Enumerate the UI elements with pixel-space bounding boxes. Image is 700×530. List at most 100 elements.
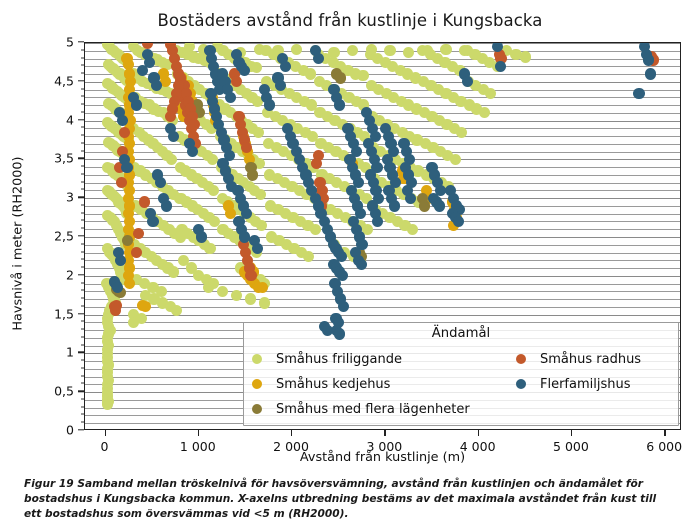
legend-title: Ändamål	[431, 326, 491, 341]
scatter-point	[189, 138, 201, 150]
scatter-point	[339, 212, 351, 224]
y-tick-label: 4,5	[54, 73, 74, 89]
legend-item-3[interactable]: Småhus med flera lägenheter	[252, 398, 470, 420]
gridline-y	[85, 190, 680, 192]
scatter-point	[168, 188, 180, 200]
scatter-point	[179, 80, 191, 92]
scatter-point	[123, 277, 135, 290]
scatter-point	[148, 293, 160, 305]
scatter-point	[147, 281, 159, 294]
scatter-point	[367, 177, 379, 189]
scatter-point	[141, 43, 154, 49]
scatter-point	[287, 212, 299, 224]
y-tick-label: 3,5	[54, 150, 74, 166]
scatter-point	[206, 52, 218, 65]
figure-caption: Figur 19 Samband mellan tröskelnivå för …	[24, 478, 657, 520]
y-tick-minor	[80, 227, 84, 229]
gridline-y	[85, 43, 680, 44]
y-tick-minor	[80, 72, 84, 74]
scatter-point	[321, 324, 334, 336]
scatter-point	[260, 45, 272, 57]
scatter-point	[253, 43, 266, 55]
scatter-point	[127, 316, 140, 328]
x-tick	[197, 430, 200, 436]
scatter-point	[361, 192, 373, 204]
scatter-point	[168, 227, 181, 239]
scatter-point	[369, 208, 381, 220]
scatter-point	[314, 107, 326, 119]
legend-item-2[interactable]: Småhus kedjehus	[252, 373, 390, 395]
scatter-point	[223, 49, 235, 61]
x-tick-label: 6 000	[646, 439, 683, 454]
scatter-point	[471, 103, 483, 115]
y-tick-major	[78, 41, 84, 43]
scatter-point	[291, 43, 303, 55]
x-tick	[664, 430, 666, 436]
scatter-point	[332, 208, 344, 220]
scatter-point	[346, 184, 358, 197]
scatter-point	[197, 43, 210, 55]
scatter-point	[216, 68, 228, 80]
scatter-point	[429, 169, 441, 181]
gridline-y	[85, 275, 680, 277]
scatter-point	[350, 146, 363, 158]
scatter-point	[101, 399, 113, 411]
scatter-point	[251, 95, 264, 107]
scatter-point	[235, 83, 247, 96]
scatter-point	[321, 111, 334, 123]
y-tick-major	[78, 157, 84, 160]
scatter-point	[337, 301, 349, 313]
y-tick-label: 5	[66, 34, 74, 50]
scatter-point	[362, 138, 375, 150]
scatter-point	[385, 138, 397, 150]
scatter-point	[336, 118, 349, 131]
scatter-point	[256, 281, 268, 294]
scatter-point	[137, 64, 149, 76]
scatter-point	[478, 107, 490, 119]
gridline-y	[85, 237, 680, 238]
scatter-point	[350, 223, 363, 235]
scatter-point	[163, 223, 175, 235]
scatter-point	[265, 200, 277, 212]
scatter-point	[237, 177, 250, 189]
scatter-point	[352, 157, 364, 169]
scatter-point	[390, 153, 402, 165]
scatter-point	[162, 262, 174, 274]
scatter-point	[281, 122, 293, 134]
scatter-point	[349, 68, 362, 80]
scatter-point	[347, 161, 359, 173]
scatter-point	[253, 157, 266, 169]
scatter-point	[391, 215, 404, 228]
y-tick-minor	[80, 95, 84, 97]
scatter-point	[405, 177, 418, 189]
scatter-point	[418, 76, 430, 88]
legend[interactable]: Ändamål Småhus friliggande Småhus kedjehu…	[243, 322, 679, 426]
scatter-point	[212, 118, 224, 131]
scatter-point	[139, 277, 151, 290]
y-tick-major	[78, 429, 84, 431]
scatter-point	[359, 130, 371, 142]
scatter-point	[168, 52, 181, 65]
scatter-point	[114, 254, 127, 266]
legend-item-5[interactable]: Flerfamiljshus	[516, 373, 631, 395]
scatter-point	[315, 208, 327, 220]
scatter-point	[348, 192, 361, 204]
scatter-point	[334, 60, 347, 72]
scatter-point	[123, 59, 135, 71]
x-tick-label: 5 000	[553, 439, 589, 454]
scatter-point	[373, 83, 385, 96]
scatter-point	[383, 184, 395, 197]
scatter-point	[459, 45, 471, 57]
scatter-point	[287, 138, 299, 150]
scatter-point	[271, 173, 283, 185]
scatter-point	[208, 184, 220, 197]
scatter-point	[215, 126, 227, 138]
scatter-point	[124, 99, 136, 111]
scatter-point	[396, 126, 408, 138]
scatter-point	[476, 52, 488, 65]
scatter-point	[209, 68, 222, 80]
legend-item-1[interactable]: Småhus friliggande	[252, 348, 402, 370]
legend-item-4[interactable]: Småhus radhus	[516, 348, 641, 370]
scatter-point	[334, 72, 347, 84]
scatter-point	[387, 169, 399, 181]
